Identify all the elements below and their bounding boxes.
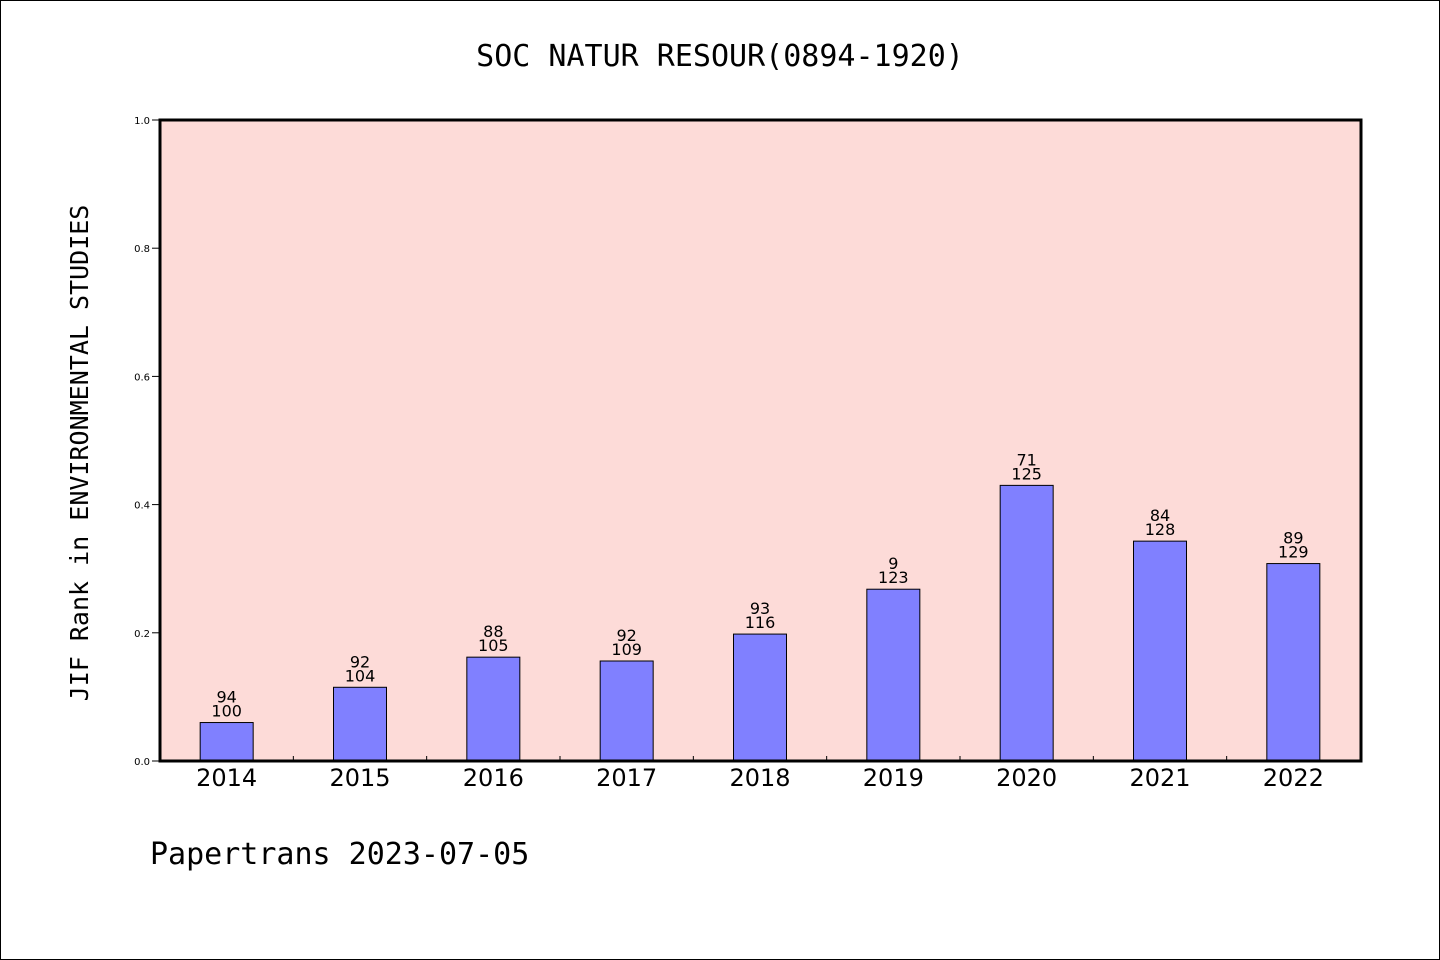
x-tick-label-2019: 2019: [863, 764, 924, 792]
bar-rank-label-2017: 92: [616, 626, 636, 645]
ticks-layer: 2014 2015 2016 2017 2018 2019 2020 2021 2022 0.0 0…: [134, 116, 1324, 792]
bar-2020: [999, 484, 1054, 762]
y-tick-label-0.4: 0.4: [134, 501, 150, 512]
bar-total-label-2021: 128: [1145, 520, 1176, 539]
bar-2018: [733, 633, 787, 762]
bar-total-label-2015: 104: [345, 666, 376, 685]
bar-total-label-2022: 129: [1278, 543, 1309, 562]
x-tick-label-2016: 2016: [463, 764, 524, 792]
bar-rank-label-2022: 89: [1283, 529, 1303, 548]
bar-total-label-2016: 105: [478, 636, 509, 655]
x-tick-label-2021: 2021: [1129, 764, 1190, 792]
plot-border: [158, 118, 1363, 763]
y-axis-label: JIF Rank in ENVIRONMENTAL STUDIES: [65, 205, 94, 702]
bar-2021: [1133, 540, 1187, 762]
bar-rank-label-2014: 94: [216, 688, 236, 707]
y-tick-label-0.6: 0.6: [134, 372, 150, 383]
x-tick-label-2022: 2022: [1263, 764, 1324, 792]
x-tick-label-2018: 2018: [729, 764, 790, 792]
x-tick-label-2015: 2015: [329, 764, 390, 792]
bar-total-label-2020: 125: [1011, 464, 1042, 483]
x-tick-label-2020: 2020: [996, 764, 1057, 792]
bar-2019: [866, 588, 921, 762]
bar-2022: [1266, 563, 1321, 762]
y-tick-label-1.0: 1.0: [134, 116, 150, 127]
footer-text: Papertrans 2023-07-05: [150, 837, 529, 872]
bar-rank-label-2016: 88: [483, 622, 503, 641]
bar-rank-label-2019: 9: [888, 554, 898, 573]
bar-2017: [599, 660, 654, 762]
bar-2014: [199, 722, 254, 762]
bar-rank-label-2020: 71: [1016, 450, 1036, 469]
bar-rank-label-2021: 84: [1150, 506, 1170, 525]
bar-total-label-2014: 100: [211, 702, 242, 721]
bar-rank-label-2015: 92: [350, 652, 370, 671]
chart-title: SOC NATUR RESOUR(0894-1920): [476, 39, 964, 74]
x-tick-label-2017: 2017: [596, 764, 657, 792]
x-tick-label-2014: 2014: [196, 764, 257, 792]
y-tick-label-0.2: 0.2: [134, 629, 150, 640]
bar-2015: [333, 686, 387, 762]
bar-total-label-2018: 116: [745, 613, 776, 632]
y-tick-label-0.8: 0.8: [134, 244, 150, 255]
bar-total-label-2019: 123: [878, 568, 909, 587]
bar-rank-label-2018: 93: [750, 599, 770, 618]
bar-total-label-2017: 109: [611, 640, 642, 659]
y-tick-label-0.0: 0.0: [134, 757, 150, 768]
bar-2016: [466, 656, 521, 762]
